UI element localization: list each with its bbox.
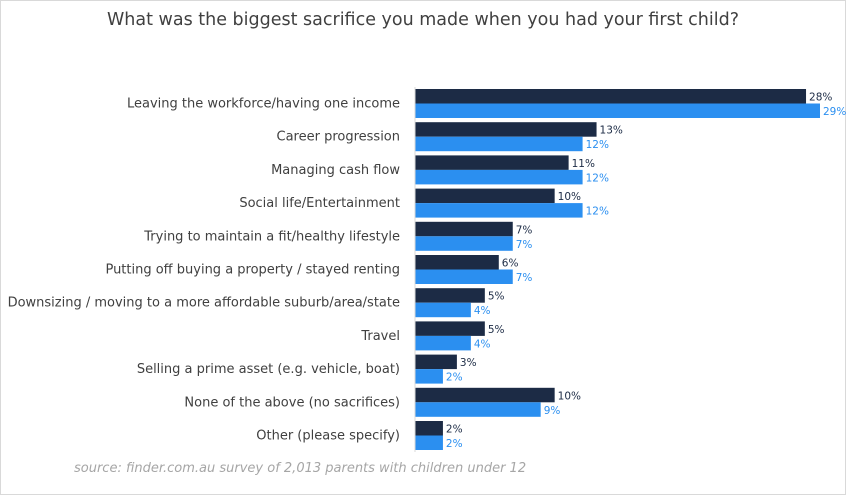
data-label-series-2: 12% [586, 139, 609, 151]
bar-series-1 [415, 421, 443, 436]
data-label-series-2: 2% [446, 372, 463, 384]
bar-series-2 [415, 435, 443, 450]
data-label-series-1: 3% [460, 357, 477, 369]
category-label: Social life/Entertainment [239, 196, 400, 211]
bar-series-2 [415, 335, 471, 351]
data-label-series-2: 4% [474, 305, 491, 317]
data-label-series-1: 10% [558, 191, 581, 203]
category-label: Managing cash flow [271, 163, 400, 178]
bar-series-1 [415, 122, 597, 137]
bar-series-1 [415, 255, 499, 270]
data-label-series-2: 7% [516, 272, 533, 284]
bar-series-2 [415, 203, 583, 218]
bar-series-1 [415, 188, 555, 204]
bar-series-1 [415, 321, 485, 336]
bar-series-1 [415, 288, 485, 303]
bar-series-1 [415, 387, 555, 403]
category-label: Downsizing / moving to a more affordable… [8, 296, 400, 311]
data-label-series-2: 4% [474, 338, 491, 350]
category-label: Leaving the workforce/having one income [127, 97, 400, 112]
bar-series-2 [415, 402, 541, 417]
data-label-series-2: 29% [823, 106, 846, 118]
data-label-series-1: 13% [600, 125, 623, 137]
bar-series-2 [415, 302, 471, 318]
bar-series-2 [415, 169, 583, 185]
data-label-series-1: 5% [488, 291, 505, 303]
chart-title: What was the biggest sacrifice you made … [107, 10, 739, 30]
bar-series-2 [415, 236, 513, 251]
bar-series-2 [415, 136, 583, 152]
category-label: Career progression [277, 130, 401, 145]
data-label-series-2: 9% [544, 405, 561, 417]
category-label: Travel [360, 329, 400, 344]
data-label-series-1: 6% [502, 258, 519, 270]
data-label-series-2: 7% [516, 239, 533, 251]
category-label: Trying to maintain a fit/healthy lifesty… [143, 229, 400, 244]
category-label: Putting off buying a property / stayed r… [105, 263, 400, 278]
bar-series-2 [415, 269, 513, 284]
data-label-series-2: 12% [586, 172, 609, 184]
bar-series-1 [415, 89, 807, 104]
bar-series-2 [415, 103, 820, 118]
data-label-series-2: 2% [446, 438, 463, 450]
data-label-series-1: 11% [572, 158, 595, 170]
data-label-series-1: 2% [446, 424, 463, 436]
data-label-series-1: 5% [488, 324, 505, 336]
category-label: Selling a prime asset (e.g. vehicle, boa… [137, 362, 400, 377]
bar-series-1 [415, 155, 569, 170]
bar-series-1 [415, 354, 457, 370]
category-label: None of the above (no sacrifices) [184, 395, 400, 410]
category-label: Other (please specify) [256, 429, 400, 444]
source-note: source: finder.com.au survey of 2,013 pa… [74, 461, 527, 476]
data-label-series-1: 28% [809, 92, 832, 104]
data-label-series-1: 7% [516, 224, 533, 236]
bar-series-1 [415, 221, 513, 237]
data-label-series-2: 12% [586, 206, 609, 218]
data-label-series-1: 10% [558, 390, 581, 402]
bar-series-2 [415, 369, 443, 384]
